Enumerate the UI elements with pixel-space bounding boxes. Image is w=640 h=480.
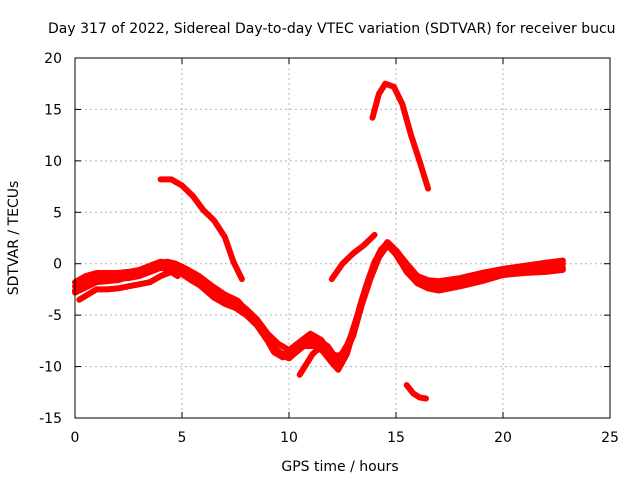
x-tick-label: 10: [280, 430, 298, 446]
x-tick-label: 20: [494, 430, 512, 446]
x-tick-label: 5: [178, 430, 187, 446]
series-track-5: [76, 268, 181, 303]
series-track-6: [157, 176, 245, 283]
y-tick-label: 5: [53, 205, 62, 221]
axis-ticks: 0 5 10 15 20 25 -15 -10 -5 0 5 10 15 20: [39, 51, 619, 446]
x-axis-title: GPS time / hours: [281, 459, 398, 475]
y-tick-label: 10: [44, 154, 62, 170]
y-tick-label: 20: [44, 51, 62, 67]
series-track-3: [72, 244, 566, 360]
y-tick-label: -15: [39, 411, 62, 427]
y-tick-label: 15: [44, 102, 62, 118]
y-tick-label: 0: [53, 257, 62, 273]
x-tick-label: 0: [71, 430, 80, 446]
y-axis-title: SDTVAR / TECUs: [6, 181, 22, 296]
plot-frame: [74, 57, 611, 419]
series-track-9: [369, 80, 432, 192]
y-tick-label: -5: [48, 308, 62, 324]
series-group: [72, 80, 566, 402]
x-tick-label: 25: [601, 430, 619, 446]
series-track-8: [328, 231, 378, 283]
x-tick-label: 15: [387, 430, 405, 446]
series-track-10: [403, 382, 429, 402]
series-track-7: [296, 345, 322, 378]
y-tick-label: -10: [39, 360, 62, 376]
chart-title: Day 317 of 2022, Sidereal Day-to-day VTE…: [48, 21, 616, 37]
series-track-4: [72, 241, 566, 373]
